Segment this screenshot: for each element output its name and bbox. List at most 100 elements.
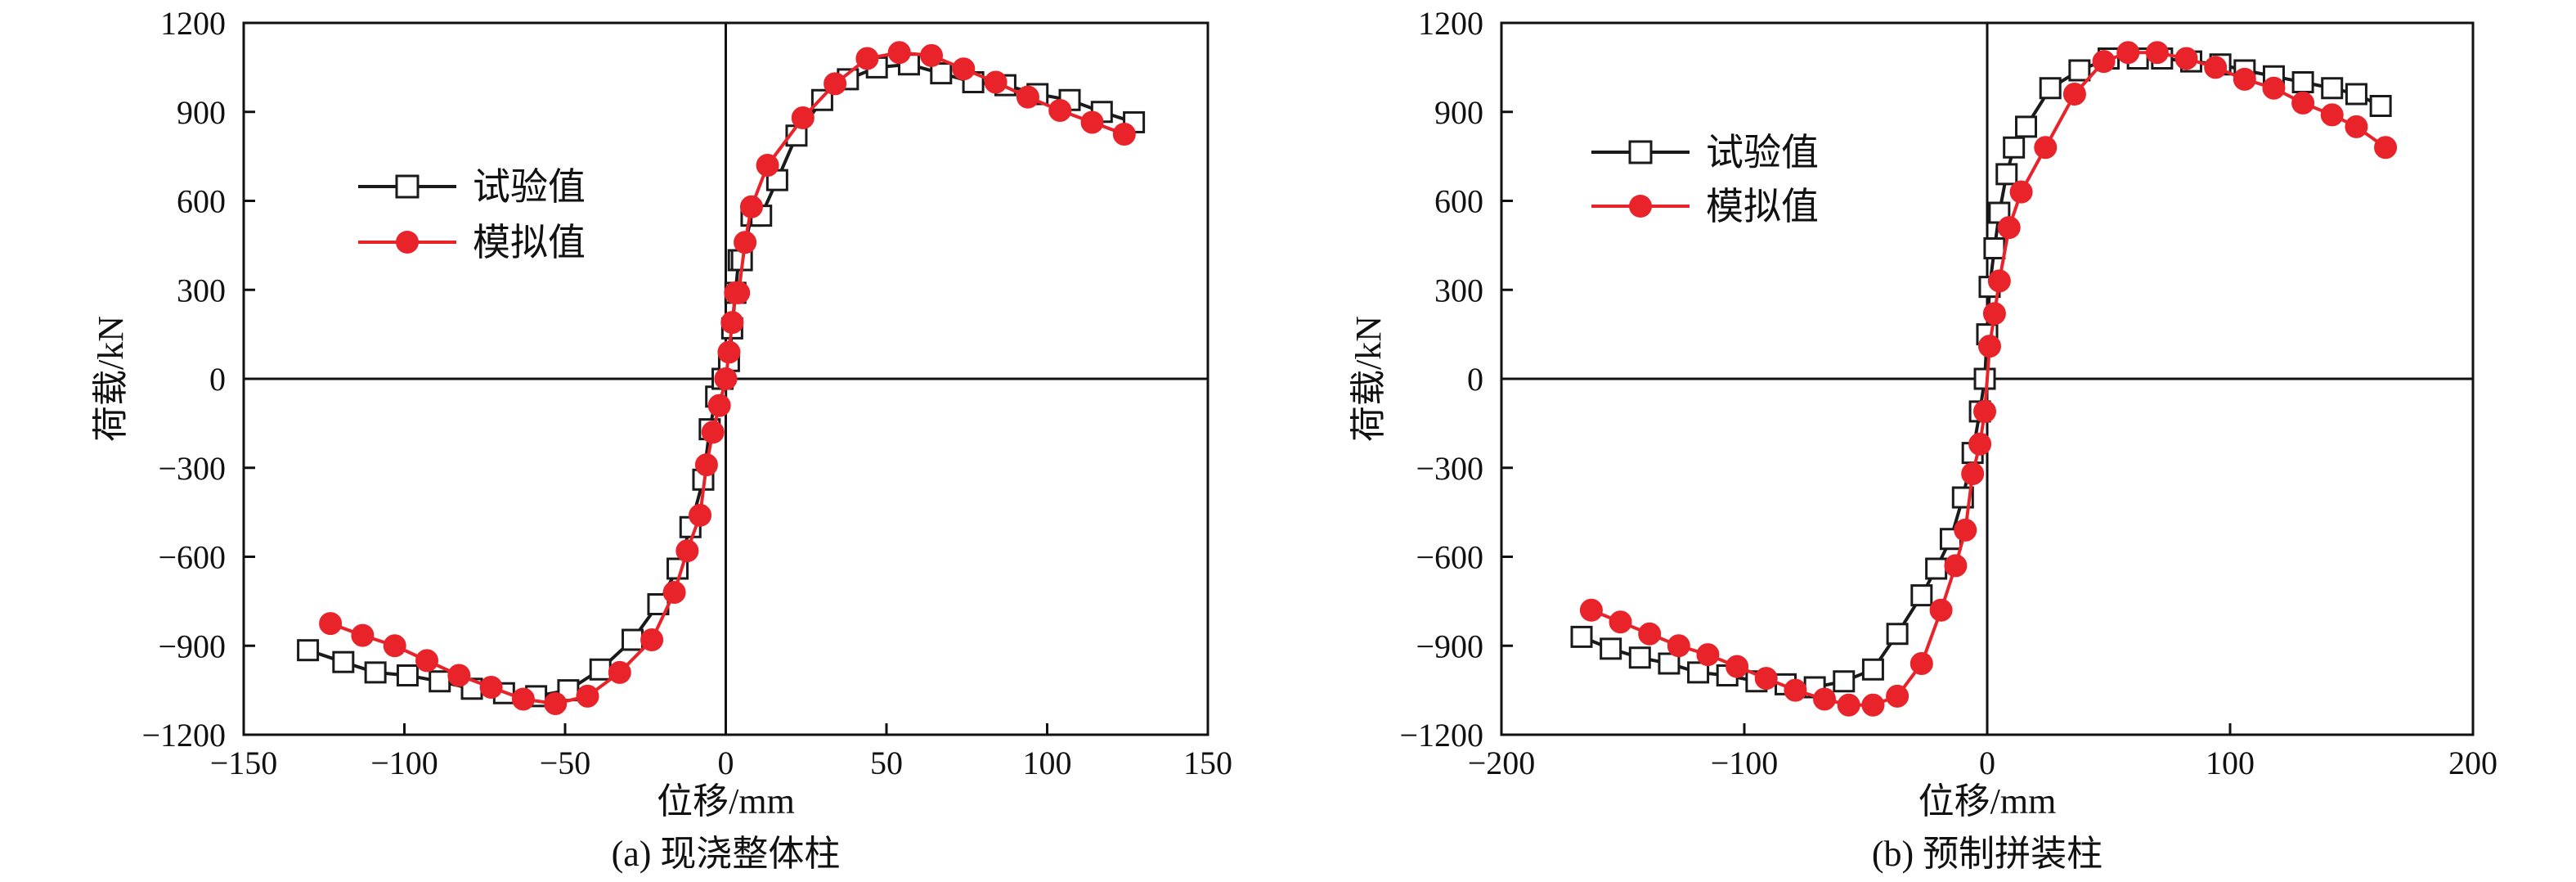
test-point	[930, 62, 953, 85]
simulated-point	[701, 421, 725, 444]
test-point	[1861, 658, 1884, 681]
simulated-point	[1016, 85, 1039, 109]
simulated-point	[1080, 110, 1104, 134]
x-tick-label: 0	[718, 745, 734, 781]
y-tick-label: −300	[1416, 450, 1483, 487]
legend-item-simulated: 模拟值	[1591, 186, 1819, 227]
simulated-point	[720, 311, 744, 335]
simulated-point	[1977, 335, 2001, 358]
simulated-point	[1910, 652, 1933, 675]
test-point	[2068, 59, 2091, 82]
test-point	[332, 650, 355, 673]
simulated-point	[739, 195, 763, 218]
x-tick-label: −200	[1468, 745, 1536, 781]
legend-marker-circle	[396, 231, 419, 254]
simulated-point	[1579, 598, 1603, 622]
simulated-point	[1968, 432, 1992, 456]
simulated-point	[1997, 216, 2021, 240]
test-point	[1658, 652, 1681, 675]
y-tick-label: 600	[177, 183, 226, 220]
x-tick-label: −100	[1711, 745, 1779, 781]
simulated-point	[1861, 693, 1885, 717]
test-point	[364, 661, 387, 684]
simulated-point	[351, 623, 375, 647]
simulated-point	[1987, 269, 2011, 293]
simulated-point	[1112, 122, 1136, 146]
test-point	[622, 628, 644, 651]
y-axis-label: 荷载/kN	[91, 316, 131, 442]
y-tick-label: −1200	[141, 717, 226, 754]
simulated-point	[1667, 634, 1690, 658]
simulated-point	[2174, 47, 2198, 70]
simulated-point	[717, 340, 741, 364]
test-point	[2015, 115, 2038, 138]
test-point	[2291, 71, 2314, 93]
x-tick-label: 200	[2448, 745, 2497, 781]
test-point	[1910, 584, 1933, 607]
simulated-point	[640, 628, 664, 651]
simulated-point	[952, 57, 976, 81]
simulated-point	[756, 154, 779, 177]
y-tick-label: −600	[1416, 539, 1483, 576]
simulated-point	[1726, 655, 1749, 678]
simulated-point	[662, 581, 686, 604]
test-point	[297, 639, 320, 662]
test-point	[2039, 77, 2062, 100]
x-axis-label: 位移/mm	[1919, 781, 2057, 821]
test-point	[2345, 83, 2367, 106]
simulated-point	[675, 539, 699, 563]
panel-cast-in-place-column: −150 −100 −50 0 50 100 150 −1200 −900 −600 −300 0 30…	[91, 5, 1232, 874]
test-point	[1600, 637, 1622, 660]
simulated-point	[2374, 136, 2398, 160]
simulated-point	[707, 394, 731, 417]
test-point	[1570, 625, 1593, 648]
test-point	[1973, 367, 1996, 390]
legend-marker-square	[1628, 140, 1653, 164]
simulated-point	[576, 684, 599, 708]
simulated-point	[1813, 687, 1837, 711]
test-point	[1886, 623, 1909, 646]
simulated-point	[791, 106, 815, 129]
x-tick-label: −150	[210, 745, 278, 781]
test-point	[429, 670, 451, 693]
y-tick-label: −600	[158, 539, 226, 576]
simulated-point	[887, 41, 911, 65]
legend-marker-square	[395, 174, 420, 199]
simulated-point	[2345, 115, 2368, 138]
panel-caption: (a) 现浇整体柱	[612, 834, 841, 874]
test-point	[2003, 136, 2026, 159]
y-tick-label: −900	[158, 628, 226, 664]
simulated-point	[1048, 98, 1072, 122]
simulated-point	[2204, 56, 2228, 79]
simulated-point	[855, 47, 879, 70]
y-tick-label: 600	[1434, 183, 1483, 220]
simulated-point	[319, 612, 343, 636]
x-tick-label: 50	[870, 745, 903, 781]
simulated-point	[1961, 462, 1985, 485]
simulated-point	[689, 503, 712, 527]
simulated-point	[1944, 554, 1968, 578]
simulated-point	[1886, 684, 1910, 708]
x-tick-label: 100	[1023, 745, 1072, 781]
test-point	[2321, 77, 2344, 100]
simulated-point	[2009, 180, 2033, 204]
simulated-point	[2034, 136, 2058, 160]
simulated-point	[2291, 91, 2315, 115]
test-point	[1925, 557, 1948, 580]
y-tick-label: 0	[1467, 361, 1483, 398]
simulated-point	[1784, 678, 1807, 702]
x-tick-label: 150	[1183, 745, 1232, 781]
y-tick-label: 1200	[160, 5, 226, 42]
simulated-point	[1638, 622, 1662, 646]
y-tick-label: 1200	[1418, 5, 1483, 42]
simulated-point	[608, 660, 631, 684]
y-tick-label: 900	[1434, 94, 1483, 131]
simulated-point	[447, 664, 471, 687]
simulated-point	[2262, 76, 2286, 100]
y-tick-label: −300	[158, 450, 226, 487]
y-tick-label: −1200	[1399, 717, 1483, 754]
x-tick-label: 0	[1979, 745, 1995, 781]
simulated-point	[694, 453, 718, 477]
y-tick-label: 300	[1434, 272, 1483, 308]
